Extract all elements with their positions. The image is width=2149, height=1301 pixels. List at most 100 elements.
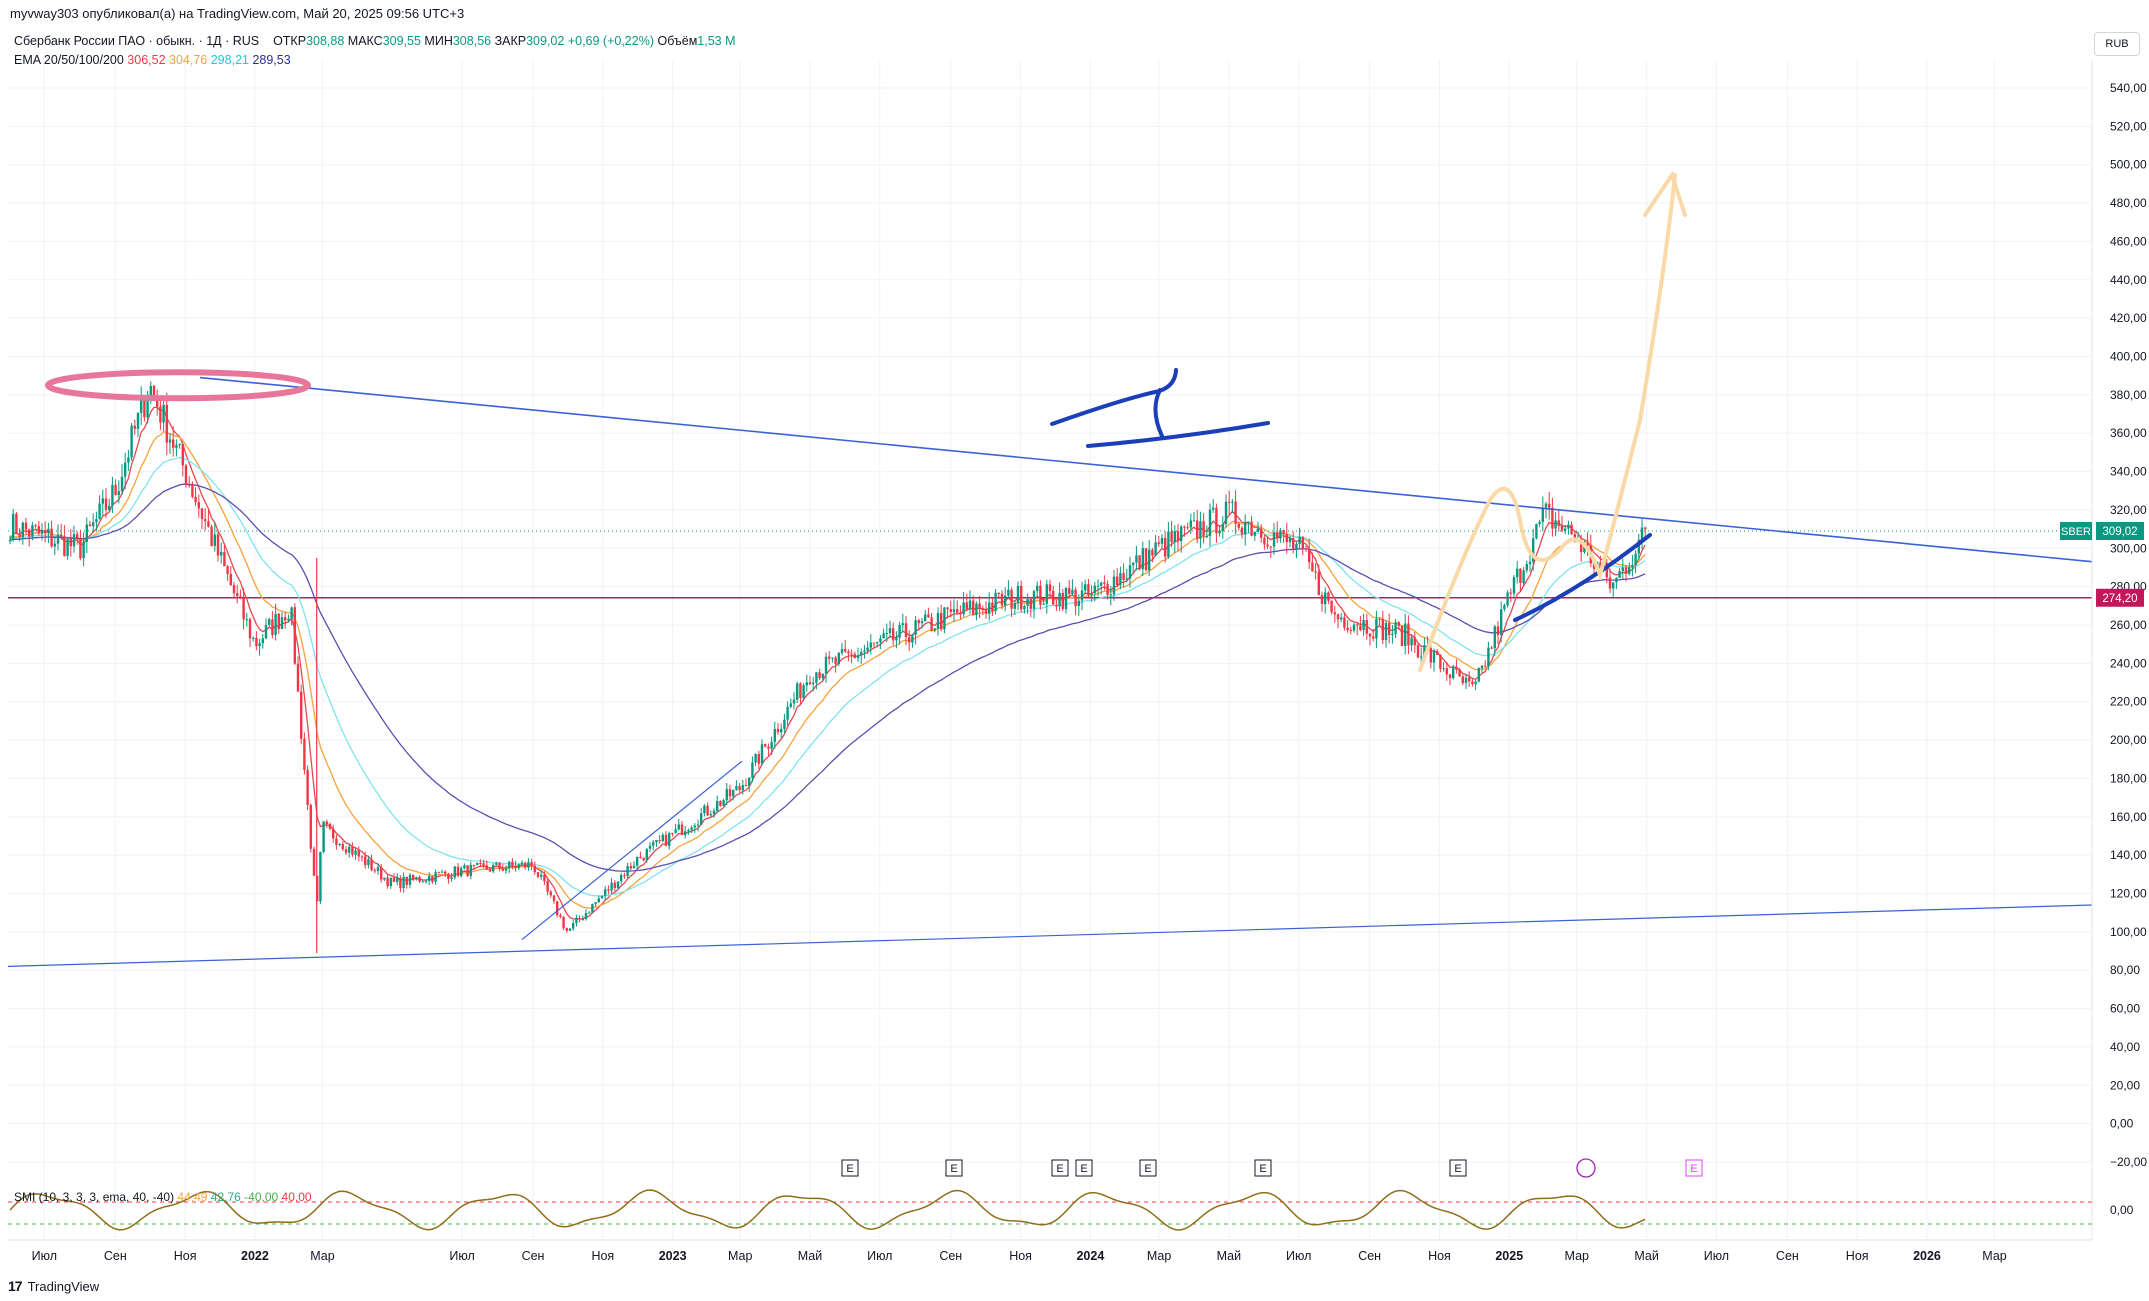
candle-body <box>956 609 959 613</box>
candle-body <box>895 637 898 641</box>
x-tick-label: 2026 <box>1913 1249 1941 1263</box>
candle-body <box>1029 598 1032 609</box>
ascending-trendline <box>7 904 2093 967</box>
candle-body <box>792 699 796 704</box>
candle-body <box>728 789 732 797</box>
candle-body <box>584 912 588 919</box>
x-tick-label: Сен <box>522 1249 545 1263</box>
candle-body <box>1439 654 1442 669</box>
candle-body <box>197 502 200 509</box>
earnings-marker <box>841 1159 859 1177</box>
candle-body <box>1180 526 1183 542</box>
x-tick-label: Ноя <box>174 1249 197 1263</box>
candle-body <box>1608 577 1612 589</box>
symbol-tag-bg <box>2060 521 2092 540</box>
candle-body <box>492 865 495 872</box>
candle-body <box>367 859 370 866</box>
candle-body <box>1256 528 1260 532</box>
candle-body <box>1413 637 1416 646</box>
candle-body <box>226 566 229 575</box>
tradingview-logo-icon: 17 <box>8 1278 23 1294</box>
smi-v1: 44,49 <box>177 1190 208 1204</box>
candle-body <box>559 915 562 917</box>
y-tick-label: 140,00 <box>2110 848 2147 862</box>
candle-body <box>1045 584 1048 604</box>
candle-body <box>1551 507 1554 529</box>
candle-body <box>1260 528 1263 538</box>
candle-body <box>623 875 626 877</box>
y-tick-label: 520,00 <box>2110 119 2147 133</box>
candle-body <box>636 856 639 866</box>
candle-body <box>111 484 114 506</box>
candle-body <box>341 844 344 850</box>
ema-label[interactable]: EMA 20/50/100/200 <box>14 53 124 67</box>
candle-body <box>719 801 722 806</box>
candle-body <box>629 866 632 869</box>
candle-body <box>1228 501 1231 503</box>
candle-body <box>1304 548 1308 550</box>
candle-body <box>879 638 882 643</box>
candle-body <box>1151 549 1154 556</box>
candle-body <box>184 465 188 485</box>
candle-body <box>405 876 408 885</box>
candle-body <box>984 609 988 614</box>
candle-body <box>863 650 866 652</box>
candle-body <box>1554 520 1557 529</box>
candle-body <box>146 399 149 418</box>
candle-body <box>722 800 725 806</box>
candle-body <box>1420 656 1423 658</box>
candle-body <box>1637 539 1640 554</box>
candle-body <box>1432 651 1436 663</box>
candle-body <box>1452 666 1455 679</box>
candle-body <box>165 404 168 443</box>
candle-body <box>1503 605 1506 610</box>
candle-body <box>1592 563 1596 569</box>
candle-body <box>575 917 578 924</box>
candle-body <box>18 533 21 538</box>
price-tag-bg <box>2096 588 2144 607</box>
candle-body <box>428 876 431 882</box>
earnings-marker-label: E <box>950 1163 957 1175</box>
candle-body <box>824 656 828 674</box>
candle-body <box>1612 582 1615 589</box>
candle-body <box>1538 521 1541 524</box>
candle-body <box>927 614 930 618</box>
y-tick-label: 340,00 <box>2110 465 2147 479</box>
earnings-marker <box>945 1159 963 1177</box>
candle-body <box>200 508 204 520</box>
symbol-name[interactable]: Сбербанк России ПАО · обыкн. · 1Д · RUS <box>14 34 260 48</box>
candle-body <box>562 916 565 929</box>
candle-body <box>466 865 469 876</box>
candle-body <box>767 746 770 749</box>
candle-body <box>805 682 808 686</box>
candle-body <box>1234 501 1237 524</box>
candle-body <box>664 834 668 846</box>
y-tick-label: 100,00 <box>2110 925 2147 939</box>
candle-body <box>264 624 268 639</box>
ema20-value: 306,52 <box>127 53 166 67</box>
candle-body <box>632 865 636 869</box>
open-value: 308,88 <box>306 34 345 48</box>
candle-body <box>133 425 136 429</box>
candle-body <box>168 439 172 443</box>
candle-body <box>885 633 888 635</box>
candle-body <box>44 530 47 533</box>
candle-body <box>1343 617 1346 628</box>
candle-body <box>1157 542 1160 544</box>
candle-body <box>1400 625 1404 647</box>
candle-body <box>1298 536 1301 544</box>
currency-button[interactable]: RUB <box>2094 32 2140 56</box>
candle-body <box>1480 665 1484 669</box>
candle-body <box>28 529 31 537</box>
candle-body <box>668 833 671 846</box>
y-tick-label: −20,00 <box>2110 1155 2147 1169</box>
candle-body <box>261 638 264 644</box>
x-tick-label: Июл <box>1704 1249 1729 1263</box>
candle-body <box>472 864 476 866</box>
candle-body <box>1442 668 1445 670</box>
candle-body <box>1212 507 1215 510</box>
candle-body <box>796 683 799 700</box>
candle-body <box>242 597 245 620</box>
candle-body <box>1074 589 1077 607</box>
